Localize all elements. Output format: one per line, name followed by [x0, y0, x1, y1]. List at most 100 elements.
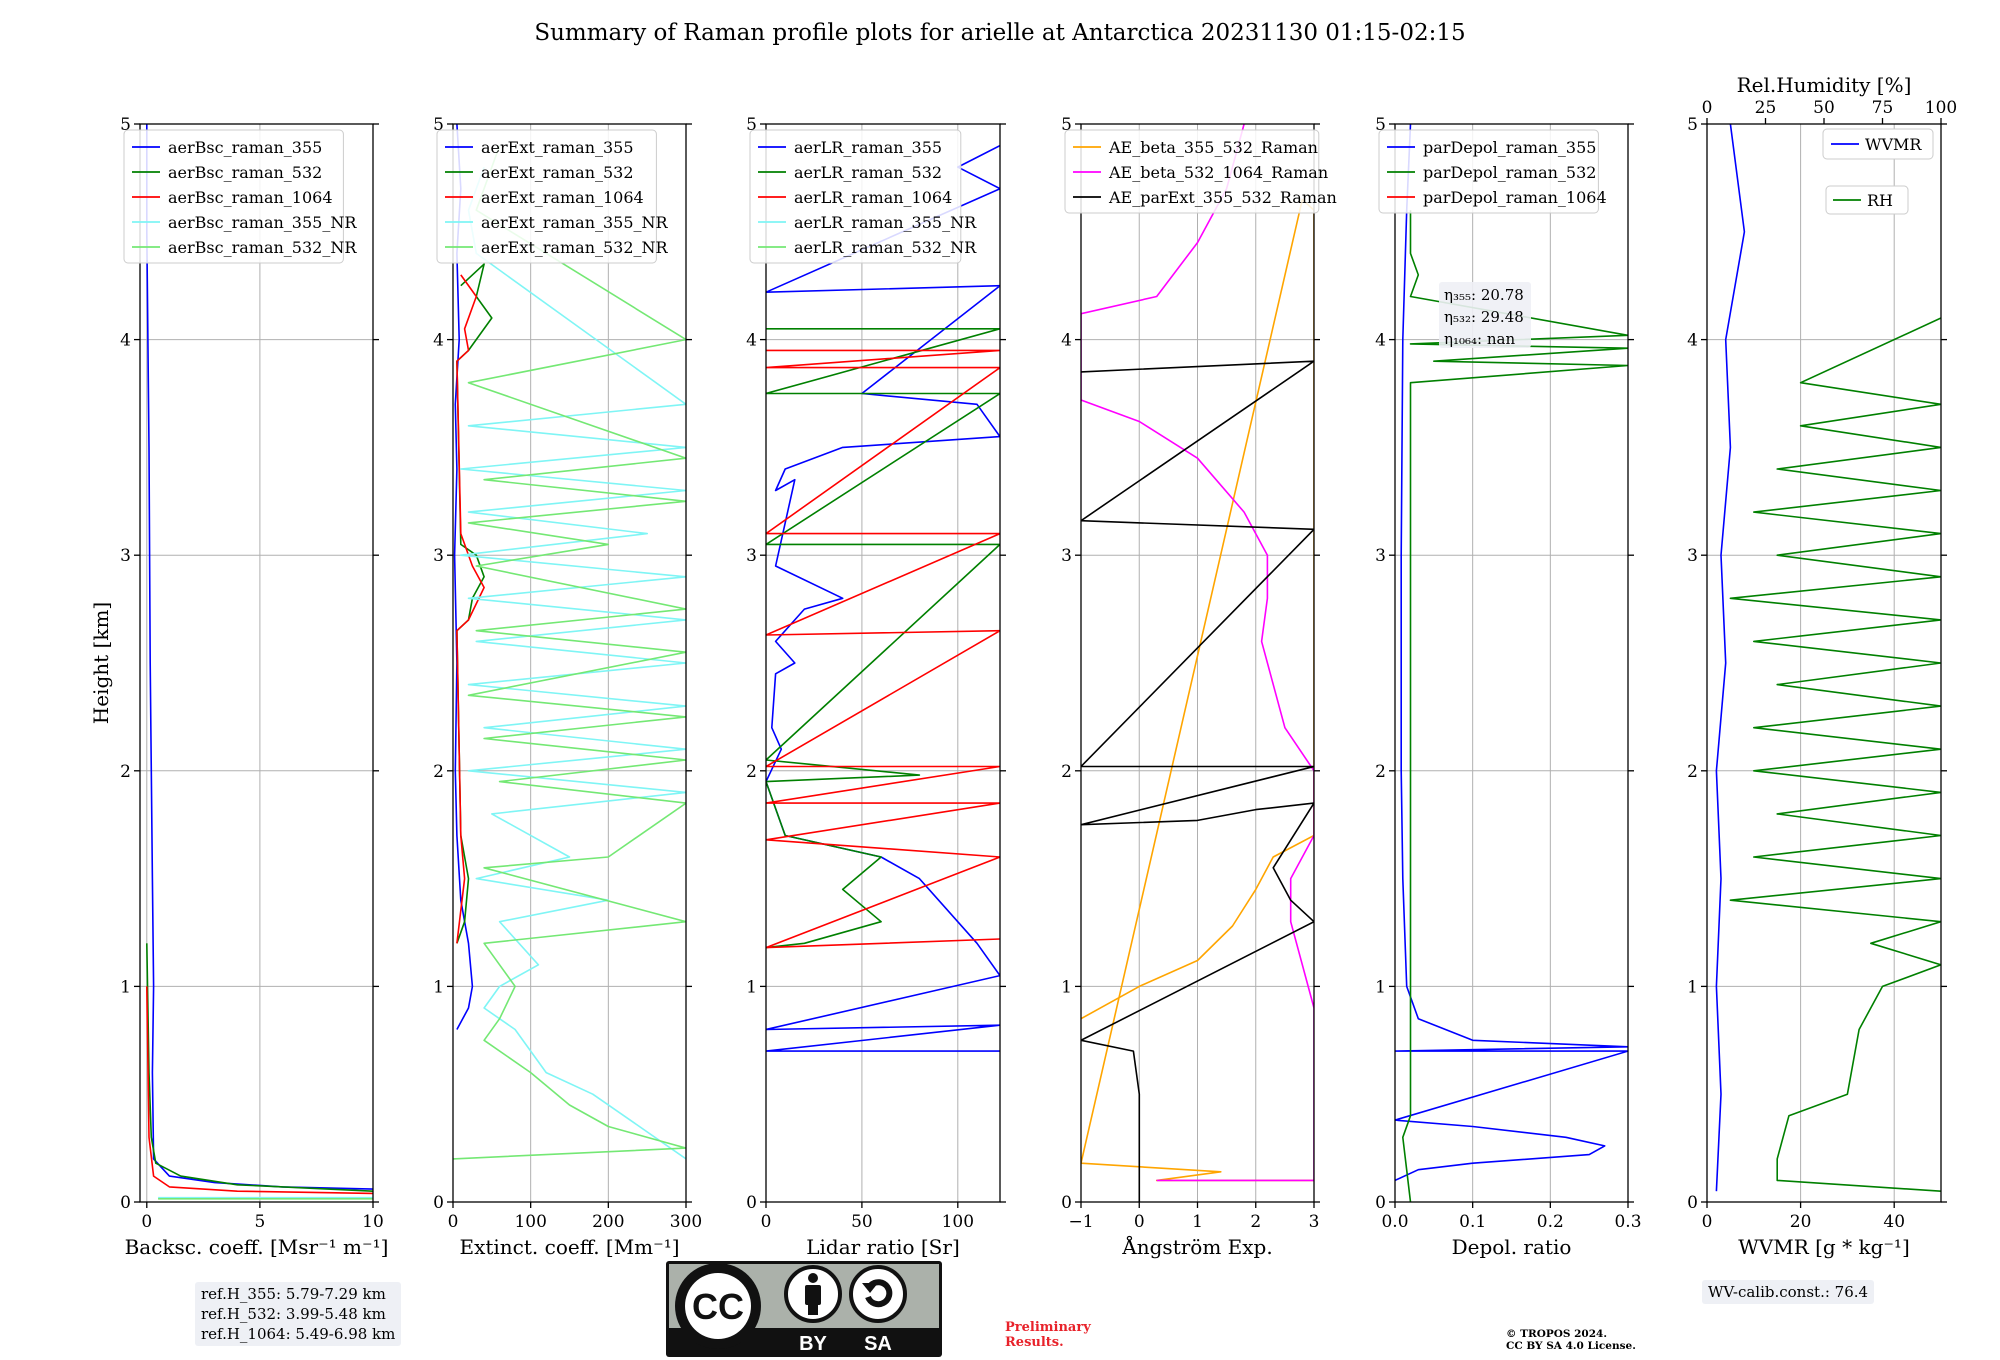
y-tick-label: 1 — [1061, 977, 1072, 997]
x-axis-label: Lidar ratio [Sr] — [806, 1235, 960, 1259]
legend-entry: parDepol_raman_532 — [1423, 163, 1596, 182]
legend-entry: RH — [1867, 191, 1893, 210]
x-tick-label: 2 — [1250, 1212, 1261, 1232]
legend-entry: aerBsc_raman_355 — [168, 138, 322, 157]
y-tick-label: 0 — [1061, 1193, 1072, 1213]
series-group — [766, 144, 1000, 1052]
legend: parDepol_raman_355 parDepol_raman_532 parD… — [1378, 129, 1607, 214]
y-tick-label: 5 — [120, 115, 131, 135]
y-tick-label: 3 — [746, 546, 757, 566]
y-tick-label: 3 — [120, 546, 131, 566]
cc-license-badge: CC BY SA — [666, 1261, 942, 1357]
series-group — [146, 124, 373, 1200]
legend-entry: aerLR_raman_355 — [794, 138, 942, 157]
y-tick-label: 5 — [1375, 115, 1386, 135]
legend-box — [749, 129, 962, 264]
series-aerLR_raman_1064 — [766, 349, 1000, 949]
y-axis-label: Height [km] — [89, 602, 113, 724]
y-tick-label: 4 — [1687, 331, 1698, 351]
legend: AE_beta_355_532_Raman AE_beta_532_1064_Ra… — [1064, 129, 1337, 214]
share-alike-icon — [849, 1265, 907, 1323]
preliminary-note: Preliminary Results. — [1005, 1320, 1091, 1350]
axes-frame — [765, 123, 1001, 1203]
y-tick-label: 1 — [1375, 977, 1386, 997]
y-tick-label: 4 — [746, 331, 757, 351]
series-group — [1081, 124, 1314, 1202]
x-tick-label: 0.2 — [1537, 1212, 1564, 1232]
depol-annotation-line: η₅₃₂: 29.48 — [1444, 308, 1524, 326]
share-alike-arrowhead — [862, 1283, 878, 1293]
y-tick-label: 2 — [1375, 762, 1386, 782]
legend-entry: aerBsc_raman_355_NR — [168, 213, 357, 232]
x-tick-label: −1 — [1068, 1212, 1093, 1232]
panel-lr: 0 50 100 0 1 2 3 4 5 Lidar ratio [Sr] aerLR_raman_… — [746, 115, 1006, 1259]
y-tick-label: 3 — [1375, 546, 1386, 566]
x2-tick-label: 25 — [1755, 98, 1777, 118]
x-tick-label: 10 — [362, 1212, 384, 1232]
x-axis-label: Ångström Exp. — [1121, 1234, 1272, 1259]
legend-entry: aerExt_raman_355_NR — [481, 213, 669, 232]
y-tick-label: 4 — [433, 331, 444, 351]
legend-entry: AE_parExt_355_532_Raman — [1108, 188, 1337, 207]
preliminary-line-1: Preliminary — [1005, 1320, 1091, 1335]
y-tick-label: 4 — [120, 331, 131, 351]
legend-box-rh — [1825, 185, 1909, 215]
share-alike-arrow — [865, 1279, 893, 1308]
legend-entry: aerExt_raman_1064 — [481, 188, 644, 207]
x-axis-label: Extinct. coeff. [Mm⁻¹] — [459, 1235, 679, 1259]
x-tick-label: 0 — [141, 1212, 152, 1232]
legend-box — [436, 129, 657, 264]
legend-entry: parDepol_raman_1064 — [1423, 188, 1607, 207]
series-aerExt_raman_1064 — [456, 274, 485, 944]
figure-title: Summary of Raman profile plots for ariel… — [534, 20, 1466, 46]
legend-entry: aerLR_raman_532 — [794, 163, 942, 182]
wv-calib-text: WV-calib.const.: 76.4 — [1708, 1283, 1869, 1301]
series-aerBsc_raman_1064 — [146, 986, 373, 1195]
legend-entry: parDepol_raman_355 — [1423, 138, 1596, 157]
legend-entry: WVMR — [1865, 135, 1922, 154]
x-tick-label: 100 — [514, 1212, 546, 1232]
x-tick-label: 0.0 — [1381, 1212, 1408, 1232]
y-tick-label: 5 — [746, 115, 757, 135]
x-tick-label: 0 — [1134, 1212, 1145, 1232]
x-tick-label: 1 — [1192, 1212, 1203, 1232]
axes-frame — [139, 123, 374, 1203]
axes-frame — [1394, 123, 1629, 1203]
series-AE_beta_355_532_Raman — [1081, 198, 1314, 1182]
legend-entry: aerLR_raman_355_NR — [794, 213, 977, 232]
series-group — [453, 124, 686, 1160]
ref-heights-box: ref.H_355: 5.79-7.29 km ref.H_532: 3.99-… — [195, 1282, 402, 1346]
x-tick-label: 50 — [851, 1212, 873, 1232]
y-tick-label: 4 — [1061, 331, 1072, 351]
attribution-legs — [808, 1301, 818, 1315]
ref-height-532: ref.H_532: 3.99-5.48 km — [201, 1305, 386, 1323]
series-group — [1395, 124, 1628, 1202]
legend-entry: aerBsc_raman_532_NR — [168, 238, 357, 257]
x2-tick-label: 0 — [1702, 98, 1713, 118]
series-aerExt_raman_532 — [456, 263, 493, 944]
series-parDepol_raman_532 — [1402, 210, 1628, 1202]
legend-box-wvmr — [1822, 128, 1934, 160]
legend-entry: aerLR_raman_532_NR — [794, 238, 977, 257]
y-tick-label: 1 — [120, 977, 131, 997]
legend-entry: aerExt_raman_532_NR — [481, 238, 669, 257]
attribution-head — [808, 1273, 818, 1283]
x-tick-label: 0 — [448, 1212, 459, 1232]
wv-calib-box: WV-calib.const.: 76.4 — [1702, 1280, 1875, 1304]
legend-entry: aerLR_raman_1064 — [794, 188, 952, 207]
panel-depol: 0.0 0.1 0.2 0.3 0 1 2 3 4 5 Depol. ratio parDepol_r… — [1375, 115, 1641, 1259]
panel-ext: 0 100 200 300 0 1 2 3 4 5 Extinct. coeff. [Mm⁻¹] ae… — [433, 115, 702, 1259]
x-axis-label: Depol. ratio — [1452, 1235, 1572, 1259]
y-tick-label: 1 — [433, 977, 444, 997]
legend: aerExt_raman_355 aerExt_raman_532 aerExt_r… — [436, 129, 669, 264]
preliminary-line-2: Results. — [1005, 1335, 1064, 1350]
y-tick-label: 1 — [1687, 977, 1698, 997]
legend-entry: AE_beta_532_1064_Raman — [1108, 163, 1328, 182]
y-tick-label: 5 — [433, 115, 444, 135]
series-aerBsc_raman_532 — [146, 943, 373, 1192]
attribution-body — [805, 1285, 821, 1305]
axes-frame — [452, 123, 687, 1203]
panel-wv: 0 20 40 0 1 2 3 4 5 WVMR [g * kg⁻¹] 0 25 50 75 100 Rel.… — [1687, 73, 1957, 1259]
sa-text: SA — [864, 1333, 892, 1355]
